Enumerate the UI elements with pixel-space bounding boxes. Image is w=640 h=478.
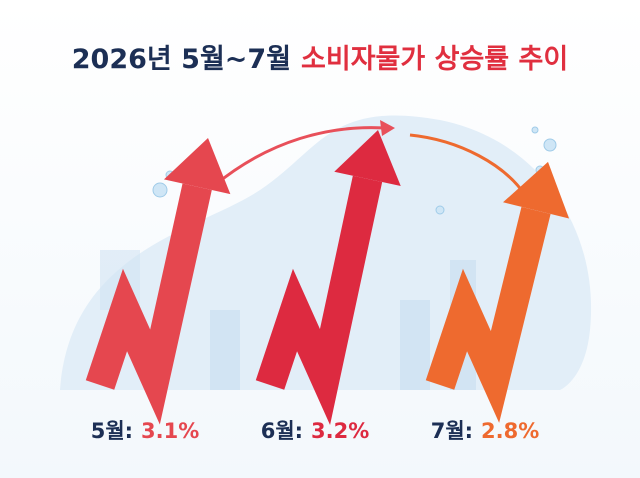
rising-arrow [255, 130, 401, 425]
chart-title: 2026년 5월~7월 소비자물가 상승률 추이 [72, 44, 568, 75]
month: 7월: [431, 419, 473, 443]
value-label: 2.8% [481, 419, 539, 443]
value-label: 3.1% [141, 419, 199, 443]
value-label: 3.2% [311, 419, 369, 443]
connector-arrow [409, 133, 527, 196]
arrow-shaft [85, 183, 212, 425]
month-label: 5월: 3.1% [91, 419, 200, 443]
title-topic: 소비자물가 상승률 추이 [301, 44, 568, 75]
rising-arrow [425, 161, 570, 423]
month: 6월: [261, 419, 303, 443]
arrow-shaft [425, 206, 551, 423]
connector-head [380, 120, 395, 136]
month-label: 7월: 2.8% [431, 419, 540, 443]
connector-arrow [214, 126, 386, 187]
arrow-head [334, 130, 401, 187]
month: 5월: [91, 419, 133, 443]
rising-arrow [85, 137, 231, 425]
title-period: 2026년 5월~7월 [72, 44, 291, 75]
arrow-head [503, 161, 570, 219]
arrow-shaft [255, 175, 383, 425]
arrow-head [163, 137, 231, 195]
month-label: 6월: 3.2% [261, 419, 370, 443]
